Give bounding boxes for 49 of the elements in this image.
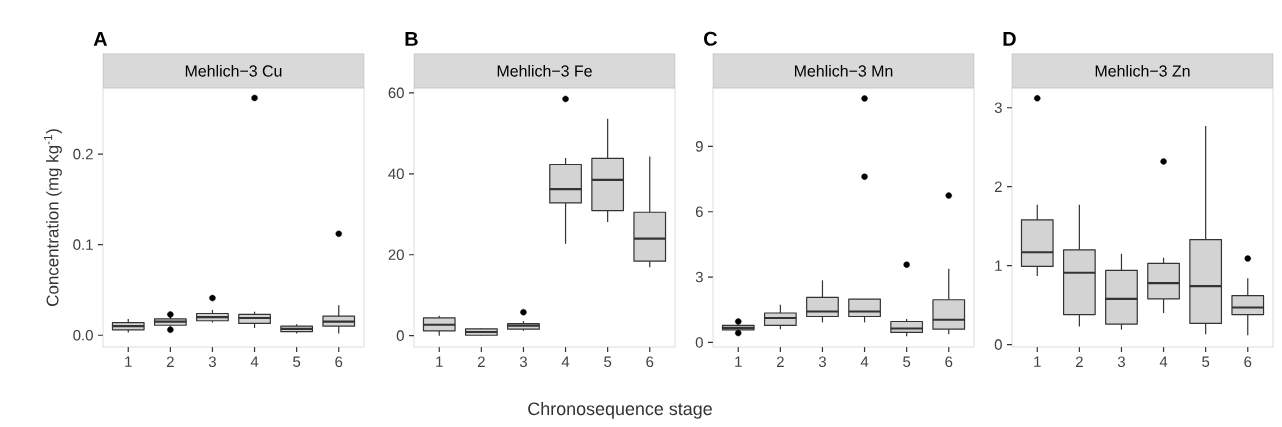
y-tick-label: 0.2 [73,148,93,160]
y-tick-label: 3 [994,102,1002,114]
x-tick-label: 2 [477,356,485,367]
x-tick-label: 1 [436,356,443,367]
x-tick-label: 6 [1244,356,1252,368]
y-tick-label: 0 [695,337,703,348]
x-tick-label: 3 [519,356,527,368]
y-tick-label: 0 [994,339,1002,350]
x-axis-title: Chronosequence stage [528,402,712,419]
x-tick-label: 2 [776,356,784,367]
chart-title: D [1003,32,1016,46]
x-tick-label: 6 [646,356,654,368]
chart-subtitle: Mehlich−3 Zn [1095,64,1190,77]
y-tick-label: 40 [388,168,404,180]
x-tick-label: 2 [1075,356,1083,367]
x-tick-label: 1 [1034,356,1041,367]
x-tick-label: 6 [335,356,343,368]
x-tick-label: 5 [1202,356,1210,367]
chart-title: A [93,32,108,46]
y-axis-title: Concentration (mg kg$^{-1}$) [43,129,62,306]
y-tick-label: 9 [695,141,703,152]
y-tick-label: 0.0 [73,329,93,341]
x-tick-label: 2 [166,356,174,367]
y-tick-label: 2 [994,181,1002,192]
y-tick-label: 1 [995,260,1002,271]
y-tick-label: 3 [695,271,703,283]
x-tick-label: 3 [1117,356,1125,368]
x-tick-label: 4 [1159,356,1168,367]
chart-subtitle: Mehlich−3 Cu [185,64,282,77]
chart-title: C [704,31,718,46]
x-tick-label: 1 [735,356,742,367]
x-tick-label: 4 [860,356,869,367]
x-tick-label: 5 [604,356,612,367]
x-tick-label: 5 [903,356,911,367]
x-tick-label: 6 [945,356,953,368]
x-tick-label: 5 [293,356,301,367]
chart-title: B [405,32,418,46]
x-tick-label: 4 [250,356,259,367]
x-tick-label: 4 [561,356,570,367]
chart-subtitle: Mehlich−3 Fe [497,64,592,77]
y-tick-label: 0 [396,330,404,341]
y-tick-label: 0.1 [73,239,93,250]
chart-subtitle: Mehlich−3 Mn [794,64,893,77]
x-tick-label: 3 [818,356,826,368]
y-tick-label: 6 [695,206,703,218]
x-tick-label: 3 [208,356,216,368]
y-tick-label: 60 [388,87,404,99]
y-tick-label: 20 [388,249,404,261]
x-tick-label: 1 [125,356,132,367]
